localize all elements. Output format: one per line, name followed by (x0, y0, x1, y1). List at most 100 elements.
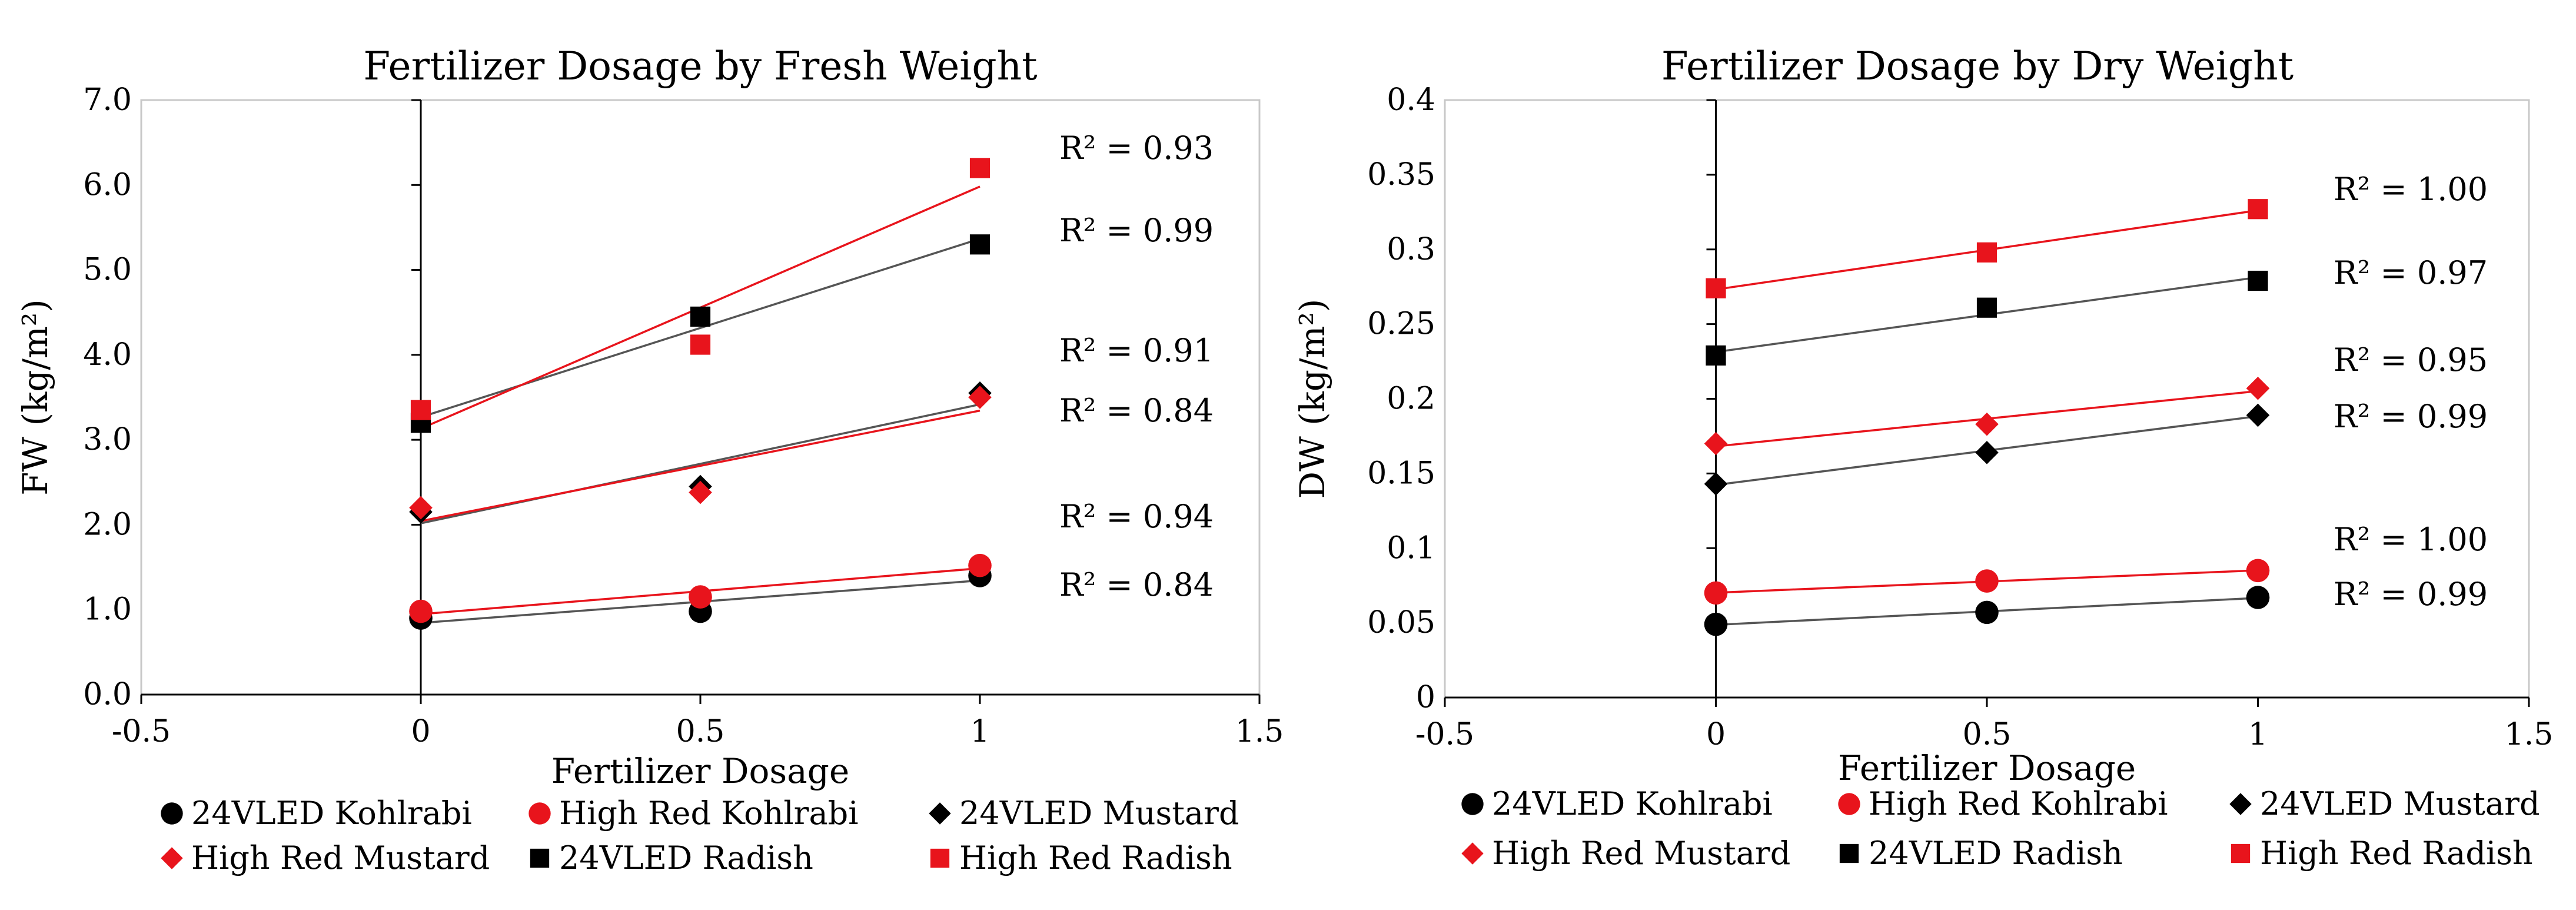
dw-point (1704, 612, 1728, 636)
fw-legend-marker (529, 802, 551, 825)
dw-point (1704, 581, 1728, 605)
fw-chart: Fertilizer Dosage by Fresh Weight 0.0 1.0 2… (15, 44, 1284, 876)
fw-y-tick-label: 7.0 (83, 82, 132, 118)
fw-legend-label: 24VLED Mustard (959, 795, 1239, 832)
fw-x-axis-label: Fertilizer Dosage (551, 751, 849, 791)
dw-y-tick-label: 0.35 (1367, 157, 1435, 192)
fw-point (969, 234, 990, 255)
fw-y-tick-label: 5.0 (83, 253, 132, 288)
fw-r2-label: R² = 0.94 (1059, 498, 1214, 535)
fw-x-tick-label: 0 (411, 714, 430, 749)
dw-r2-label: R² = 0.99 (2334, 398, 2488, 435)
dw-r2-label: R² = 0.95 (2334, 341, 2488, 378)
fw-r2-label: R² = 0.84 (1059, 566, 1214, 603)
dw-chart-title: Fertilizer Dosage by Dry Weight (1661, 44, 2294, 89)
fw-legend-label: 24VLED Kohlrabi (191, 795, 472, 832)
dw-x-tick-label: 1.5 (2505, 717, 2554, 752)
dw-r2-label: R² = 1.00 (2334, 171, 2488, 208)
dw-legend-label: High Red Mustard (1492, 835, 1790, 872)
fw-x-tick-label: 1.5 (1235, 714, 1284, 749)
dw-point (1706, 278, 1726, 298)
dw-point (2246, 376, 2270, 400)
dw-y-tick-label: 0.05 (1367, 605, 1435, 640)
fw-x-tick-label: 1 (970, 714, 989, 749)
fw-point (690, 334, 711, 355)
dw-legend-marker (1838, 793, 1860, 815)
fw-legend-label: High Red Radish (959, 839, 1232, 876)
dw-y-tick-label: 0.4 (1387, 82, 1435, 118)
dw-point (2246, 559, 2270, 583)
dw-point (2246, 586, 2270, 609)
dw-point (1706, 345, 1726, 366)
fw-point (689, 480, 712, 504)
fw-r2-label: R² = 0.99 (1059, 212, 1214, 249)
dw-y-tick-label: 0.1 (1387, 530, 1435, 566)
dw-x-tick-label: 1 (2248, 717, 2268, 752)
fw-r2-label: R² = 0.84 (1059, 392, 1214, 429)
fw-r2-label: R² = 0.93 (1059, 129, 1214, 167)
dw-chart: Fertilizer Dosage by Dry Weight 0 0.05 0.1 0… (1292, 44, 2553, 872)
dw-r2-label: R² = 1.00 (2334, 521, 2488, 558)
dw-x-axis-label: Fertilizer Dosage (1838, 748, 2136, 788)
dw-r2-label: R² = 0.97 (2334, 254, 2488, 291)
fw-legend: 24VLED Kohlrabi High Red Kohlrabi 24VLED M… (161, 795, 1239, 876)
dw-legend-label: 24VLED Kohlrabi (1492, 785, 1773, 822)
dw-legend-marker (2231, 843, 2251, 863)
fw-legend-label: High Red Mustard (191, 839, 490, 876)
fw-point (690, 306, 711, 327)
dw-legend-marker (2229, 793, 2252, 815)
dw-point (1975, 569, 1999, 593)
dw-y-tick-label: 0.2 (1387, 381, 1435, 417)
fw-legend-label: 24VLED Radish (559, 839, 813, 876)
fw-r2-label: R² = 0.91 (1059, 332, 1214, 369)
dw-r2-label: R² = 0.99 (2334, 576, 2488, 613)
dw-legend-marker (1461, 793, 1484, 815)
dw-legend-label: High Red Kohlrabi (1869, 785, 2168, 822)
dw-y-tick-label: 0.3 (1387, 232, 1435, 267)
dw-x-tick-label: 0.5 (1963, 717, 2012, 752)
dw-point (1976, 242, 1997, 263)
fw-point (410, 400, 431, 420)
fw-legend-marker (530, 848, 550, 868)
dw-point (1704, 431, 1728, 456)
fw-legend-label: High Red Kohlrabi (559, 795, 859, 832)
dw-y-tick-label: 0 (1416, 680, 1435, 715)
fw-trendline-4 (420, 237, 980, 419)
fw-y-tick-label: 3.0 (83, 422, 132, 457)
dw-point (1975, 412, 1999, 436)
fw-y-tick-label: 0.0 (83, 677, 132, 712)
dw-point (1975, 600, 1999, 625)
fw-chart-title: Fertilizer Dosage by Fresh Weight (363, 44, 1037, 89)
fw-legend-marker (161, 802, 183, 825)
dw-legend: 24VLED Kohlrabi High Red Kohlrabi 24VLED M… (1461, 785, 2540, 872)
dw-point (1704, 472, 1728, 496)
fw-legend-marker (161, 847, 183, 869)
fw-legend-marker (930, 848, 950, 868)
dw-legend-label: 24VLED Mustard (2260, 785, 2540, 822)
fw-x-tick-label: 0.5 (676, 714, 725, 749)
fw-point (409, 496, 433, 520)
dw-point (1975, 441, 1999, 464)
fw-point (969, 158, 990, 178)
fw-point (689, 585, 712, 609)
dw-point (2248, 270, 2268, 291)
fw-y-tick-label: 4.0 (83, 337, 132, 373)
dw-x-tick-label: 0 (1706, 717, 1726, 752)
fw-y-tick-label: 1.0 (83, 592, 132, 627)
fw-y-axis-label: FW (kg/m²) (15, 299, 55, 496)
dw-legend-label: 24VLED Radish (1869, 835, 2123, 872)
dw-point (1976, 297, 1997, 318)
dw-point (2246, 403, 2270, 427)
fw-y-tick-label: 6.0 (83, 167, 132, 202)
fw-point (968, 553, 992, 577)
dw-y-axis-label: DW (kg/m²) (1292, 299, 1332, 499)
dw-y-tick-label: 0.15 (1367, 456, 1435, 491)
dw-y-tick-label: 0.25 (1367, 307, 1435, 342)
dw-point (2248, 199, 2268, 220)
dw-x-tick-label: -0.5 (1415, 717, 1474, 752)
fw-trendline-3 (420, 409, 980, 522)
fw-legend-marker (929, 802, 951, 825)
fw-point (409, 599, 433, 623)
